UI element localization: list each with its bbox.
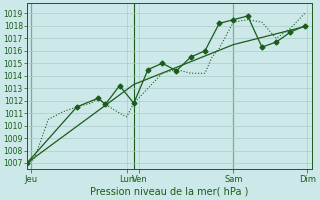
X-axis label: Pression niveau de la mer( hPa ): Pression niveau de la mer( hPa ): [90, 187, 249, 197]
